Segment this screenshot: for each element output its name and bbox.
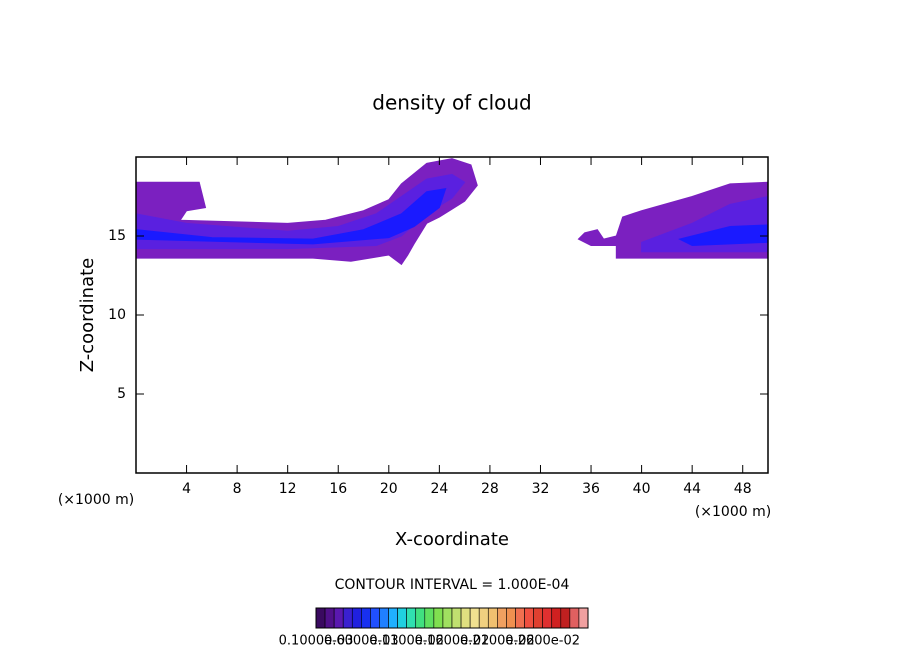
colorbar-swatch <box>542 607 553 629</box>
colorbar-swatch <box>569 607 580 629</box>
x-tick-label: 28 <box>481 481 499 497</box>
x-tick-label: 32 <box>532 481 550 497</box>
colorbar-swatch <box>379 607 389 629</box>
x-tick-label: 24 <box>430 481 448 497</box>
x-axis-label: X-coordinate <box>395 529 509 550</box>
colorbar-swatch <box>533 607 543 629</box>
colorbar-swatch <box>478 607 489 629</box>
colorbar-swatch <box>370 607 380 629</box>
colorbar-label: 0.1000e-03 <box>279 634 354 649</box>
x-tick-label: 4 <box>182 481 191 497</box>
colorbar-swatch <box>424 607 435 629</box>
x-tick-label: 20 <box>380 481 398 497</box>
colorbar-swatch <box>406 607 417 629</box>
x-tick-label: 8 <box>233 481 242 497</box>
y-tick-label: 10 <box>108 307 126 323</box>
colorbar-swatch <box>433 607 444 629</box>
colorbar-swatch <box>515 607 525 629</box>
colorbar-label: 0.1100e-02 <box>369 634 444 649</box>
colorbar-swatch <box>351 607 362 629</box>
x-tick-label: 44 <box>683 481 701 497</box>
colorbar-swatch <box>342 607 353 629</box>
colorbar-swatch <box>578 607 589 629</box>
chart-title: density of cloud <box>372 91 531 115</box>
colorbar-swatch <box>460 607 471 629</box>
contour-interval: CONTOUR INTERVAL = 1.000E-04 <box>335 577 570 593</box>
x-tick-label: 16 <box>329 481 347 497</box>
cloud-region <box>135 187 447 245</box>
colorbar-swatch <box>560 607 571 629</box>
colorbar-swatch <box>451 607 462 629</box>
colorbar-label: 0.1600e-02 <box>415 634 490 649</box>
colorbar-swatch <box>442 607 453 629</box>
colorbar-swatch <box>497 607 507 629</box>
colorbar-swatch <box>324 607 335 629</box>
colorbar-frame <box>315 607 589 629</box>
x-tick-label: 48 <box>734 481 752 497</box>
colorbar-swatch <box>361 607 371 629</box>
colorbar-swatch <box>415 607 426 629</box>
colorbar-swatch <box>333 607 344 629</box>
colorbar-swatch <box>487 607 498 629</box>
colorbar-label: 0.6000e-03 <box>324 634 399 649</box>
x-tick-label: 12 <box>279 481 297 497</box>
x-tick-label: 36 <box>582 481 600 497</box>
x-tick-label: 40 <box>633 481 651 497</box>
y-axis-label: Z-coordinate <box>77 258 98 373</box>
colorbar-swatch <box>388 607 398 629</box>
colorbar-swatch <box>524 607 534 629</box>
colorbar-label: 0.2100e-02 <box>460 634 535 649</box>
colorbar-swatch <box>469 607 480 629</box>
y-tick-label: 15 <box>108 228 126 244</box>
colorbar-swatch <box>315 607 326 629</box>
colorbar-label: 0.2600e-02 <box>505 634 580 649</box>
x-unit-label: (×1000 m) <box>695 504 771 520</box>
colorbar-swatch <box>551 607 562 629</box>
colorbar-swatch <box>397 607 407 629</box>
colorbar-swatch <box>506 607 516 629</box>
y-tick-label: 5 <box>117 386 126 402</box>
y-unit-label: (×1000 m) <box>58 492 134 508</box>
